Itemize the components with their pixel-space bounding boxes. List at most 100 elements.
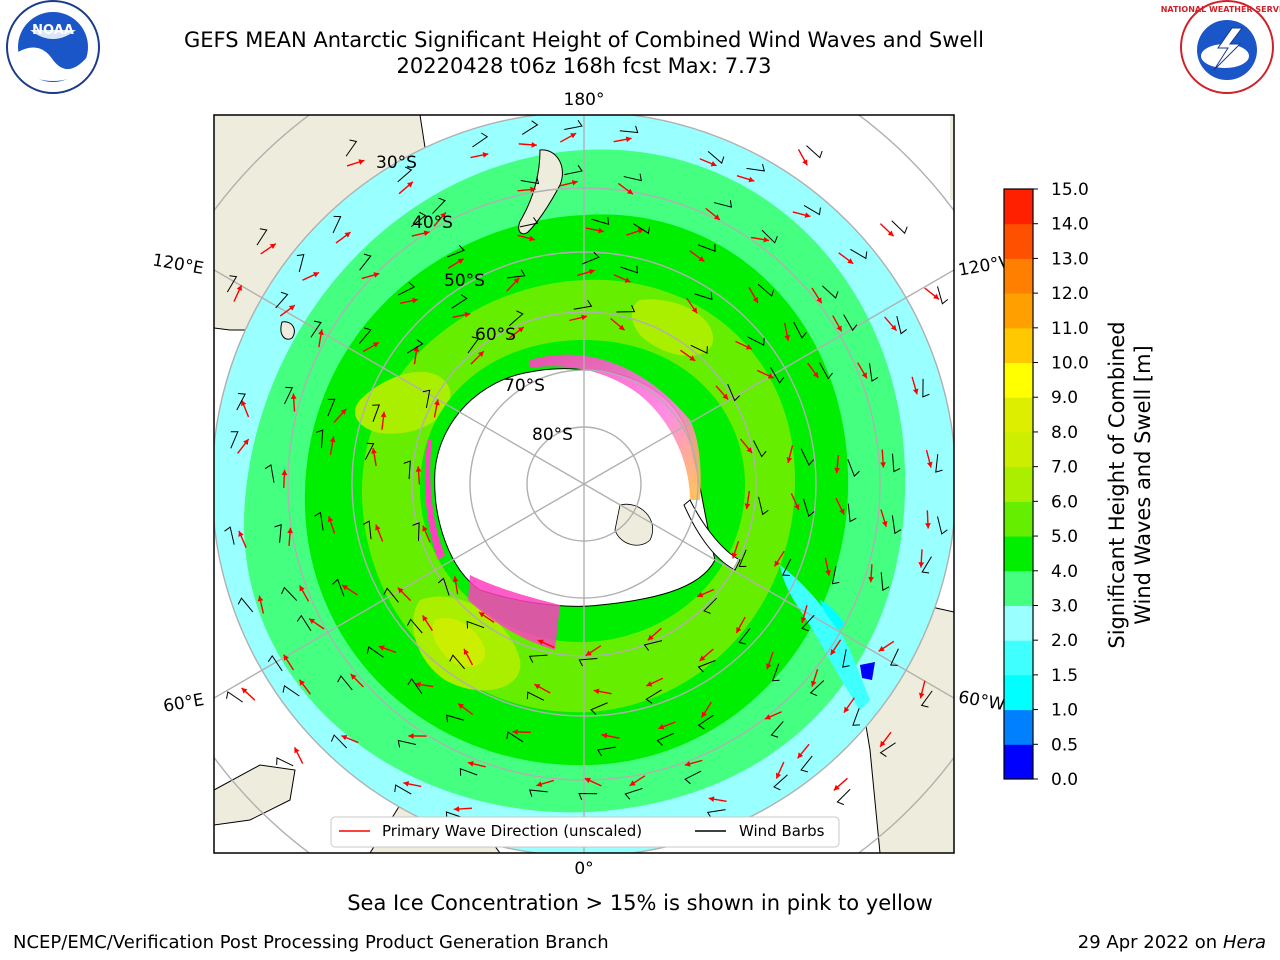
wind-barb — [842, 649, 850, 668]
wind-barb — [623, 173, 642, 182]
wave-arrow-head — [767, 373, 774, 379]
colorbar-tick-label: 10.0 — [1051, 354, 1089, 374]
wave-arrow-head — [434, 399, 440, 406]
wind-barb — [800, 755, 813, 773]
colorbar-tick-label: 8.0 — [1051, 423, 1078, 443]
wave-arrow-head — [467, 761, 474, 767]
wave-arrow-head — [458, 703, 464, 710]
colorbar-swatch — [1004, 744, 1033, 780]
wind-barb — [397, 739, 416, 748]
wind-barb — [564, 119, 583, 131]
wind-barb — [803, 204, 821, 216]
wave-arrow-head — [658, 724, 665, 730]
colorbar-tick-label: 6.0 — [1051, 492, 1078, 512]
wave-arrow-head — [327, 516, 334, 523]
wind-barb — [332, 215, 342, 234]
wind-barb — [889, 648, 899, 666]
colorbar-swatch — [1004, 536, 1033, 572]
wave-arrow-head — [329, 436, 336, 443]
wave-arrow-head — [422, 525, 428, 532]
wave-arrow-head — [530, 186, 536, 193]
colorbar-tick-label: 1.5 — [1051, 666, 1078, 686]
wind-barb — [332, 578, 345, 597]
colorbar-swatch — [1004, 501, 1033, 537]
lon-label-60w: 60°W — [957, 687, 1007, 715]
wind-barb — [590, 702, 608, 716]
wind-barb — [836, 788, 851, 806]
wave-arrow-head — [584, 777, 591, 784]
wind-barb — [529, 789, 548, 797]
wind-barb — [581, 251, 600, 265]
wave-arrow-head — [513, 277, 520, 284]
wave-arrow-head — [415, 466, 422, 472]
colorbar-swatch — [1004, 570, 1033, 606]
wind-barb — [757, 283, 775, 297]
wave-arrow-head — [816, 297, 822, 304]
colorbar-label: Significant Height of Combined Wind Wave… — [1105, 321, 1155, 648]
wave-arrow-head — [464, 311, 471, 318]
wave-arrow-head — [701, 711, 707, 718]
wind-barb — [822, 285, 839, 299]
wave-arrow-head — [378, 645, 385, 651]
map-legend: Primary Wave Direction (unscaled) Wind B… — [330, 816, 840, 848]
wind-barb — [891, 220, 908, 235]
colorbar-swatch — [1004, 293, 1033, 329]
wave-arrow-head — [764, 714, 771, 720]
wind-barb — [275, 291, 289, 309]
wave-arrow-head — [290, 393, 297, 399]
wave-arrow-head — [482, 152, 489, 158]
wind-barb — [472, 132, 489, 148]
wave-arrow-head — [440, 212, 446, 219]
wave-arrow-head — [629, 780, 636, 786]
noaa-logo: NOAA — [6, 0, 100, 94]
wave-arrow-head — [453, 806, 460, 812]
wave-arrow-head — [647, 634, 654, 641]
wind-barb — [521, 120, 539, 135]
wind-barb — [645, 689, 662, 704]
wave-arrow-head — [236, 285, 242, 292]
colorbar-swatch — [1004, 327, 1033, 364]
wave-arrow-head — [731, 552, 738, 559]
wind-barb — [806, 145, 823, 159]
wind-barb — [632, 223, 651, 235]
wind-barb — [937, 286, 949, 305]
wave-arrow-head — [774, 560, 780, 567]
wave-arrow-head — [625, 136, 632, 143]
wave-arrow-head — [847, 258, 854, 264]
wind-barb — [578, 792, 598, 801]
wind-barb — [372, 404, 380, 422]
lat-label-60s: 60°S — [475, 325, 516, 345]
wind-barb — [526, 691, 545, 701]
wave-arrow-head — [422, 615, 428, 622]
wave-arrow-head — [784, 334, 791, 341]
wave-arrow-head — [710, 161, 717, 167]
wind-barb — [406, 339, 424, 354]
wind-barb — [800, 448, 814, 466]
wave-arrow-head — [299, 585, 305, 592]
wind-barb — [573, 299, 593, 310]
wave-arrow-head — [371, 448, 377, 454]
wave-arrow-head — [288, 305, 295, 311]
wave-arrow-head — [763, 236, 770, 243]
wave-arrow-head — [624, 277, 631, 283]
wind-barb — [327, 398, 336, 417]
wind-barb — [591, 217, 610, 225]
wind-barb — [620, 265, 638, 274]
wind-barb — [345, 139, 358, 157]
wave-arrow-head — [646, 681, 653, 687]
wind-barb — [803, 498, 815, 517]
wind-barb — [447, 244, 465, 258]
wind-barb — [467, 336, 480, 354]
wind-barb — [412, 522, 420, 541]
wave-arrow-head — [699, 655, 706, 661]
wind-barb — [256, 228, 268, 246]
wave-arrow-head — [736, 626, 742, 633]
wave-arrow-head — [775, 772, 782, 779]
sea-ice-caption: Sea Ice Concentration > 15% is shown in … — [347, 891, 933, 915]
wave-arrow-head — [531, 141, 537, 148]
wave-arrow-head — [836, 325, 842, 332]
wind-barb — [761, 229, 778, 244]
wave-arrow-head — [588, 269, 595, 275]
wind-barb — [296, 614, 312, 632]
